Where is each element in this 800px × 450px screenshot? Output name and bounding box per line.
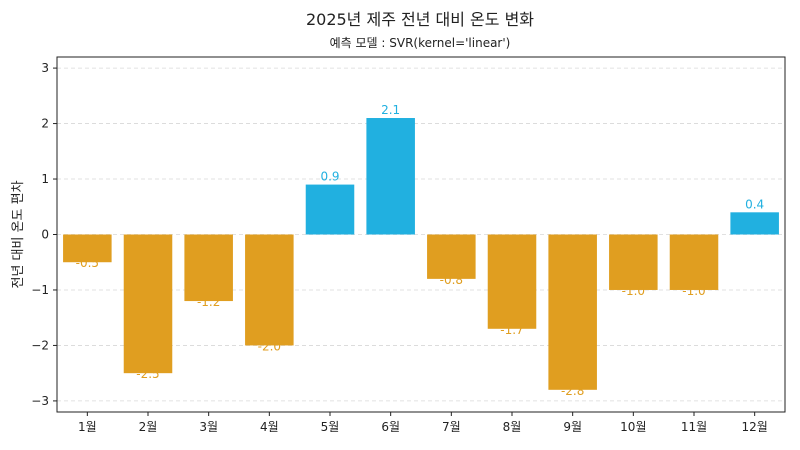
x-tick-label: 12월 [742, 420, 768, 434]
x-tick-label: 2월 [139, 420, 158, 434]
bar-value-label: -2.8 [561, 384, 584, 398]
bar [669, 234, 719, 290]
bar [548, 234, 597, 390]
bar [730, 212, 779, 235]
bar [487, 234, 537, 329]
x-tick-label: 3월 [199, 420, 218, 434]
chart-subtitle: 예측 모델 : SVR(kernel='linear') [329, 36, 511, 50]
bar-value-label: -1.2 [197, 295, 220, 309]
y-tick-label: 1 [41, 172, 49, 186]
x-tick-label: 1월 [78, 420, 97, 434]
bars [63, 118, 779, 390]
grid-lines [57, 67, 785, 402]
bar-value-label: -1.0 [682, 284, 705, 298]
bar [184, 234, 233, 302]
y-tick-label: −1 [31, 283, 49, 297]
value-labels: -0.5 -2.5 -1.2 -2.0 0.9 2.1 -0.8 -1.7 -2.8 -1.0 -1… [76, 103, 765, 398]
x-tick-label: 7월 [442, 420, 461, 434]
bar [427, 234, 476, 279]
bar-value-label: 0.9 [320, 170, 339, 184]
bar-value-label: -0.8 [440, 273, 463, 287]
chart-title: 2025년 제주 전년 대비 온도 변화 [305, 10, 535, 29]
x-tick-label: 9월 [563, 420, 582, 434]
y-tick-label: 0 [41, 228, 49, 242]
bar-value-label: -2.0 [258, 339, 281, 353]
bar [609, 234, 658, 290]
y-axis-label: 전년 대비 온도 편차 [11, 180, 26, 288]
x-tick-label: 8월 [503, 420, 522, 434]
bar-value-label: -1.0 [622, 284, 645, 298]
axes: −3 −2 −1 0 1 2 3 1월 2월 3월 4월 5월 6월 7월 8월 9월 10월 11월 12월 [31, 56, 786, 434]
bar-value-label: 0.4 [745, 197, 764, 211]
y-tick-label: −3 [31, 394, 49, 408]
bar-value-label: -0.5 [76, 256, 99, 270]
bar [305, 184, 355, 235]
bar [366, 118, 415, 235]
x-tick-label: 11월 [681, 420, 707, 434]
bar-value-label: -1.7 [500, 323, 523, 337]
x-tick-label: 10월 [620, 420, 646, 434]
bar-value-label: -2.5 [136, 367, 159, 381]
x-tick-label: 5월 [321, 420, 340, 434]
y-tick-label: −2 [31, 338, 49, 352]
bar [123, 234, 173, 374]
y-tick-label: 3 [41, 61, 49, 75]
bar-value-label: 2.1 [381, 103, 400, 117]
bar [245, 234, 294, 346]
x-tick-label: 4월 [260, 420, 279, 434]
plot-frame [56, 56, 786, 413]
y-tick-label: 2 [41, 117, 49, 131]
x-tick-label: 6월 [381, 420, 400, 434]
bar [63, 234, 112, 263]
